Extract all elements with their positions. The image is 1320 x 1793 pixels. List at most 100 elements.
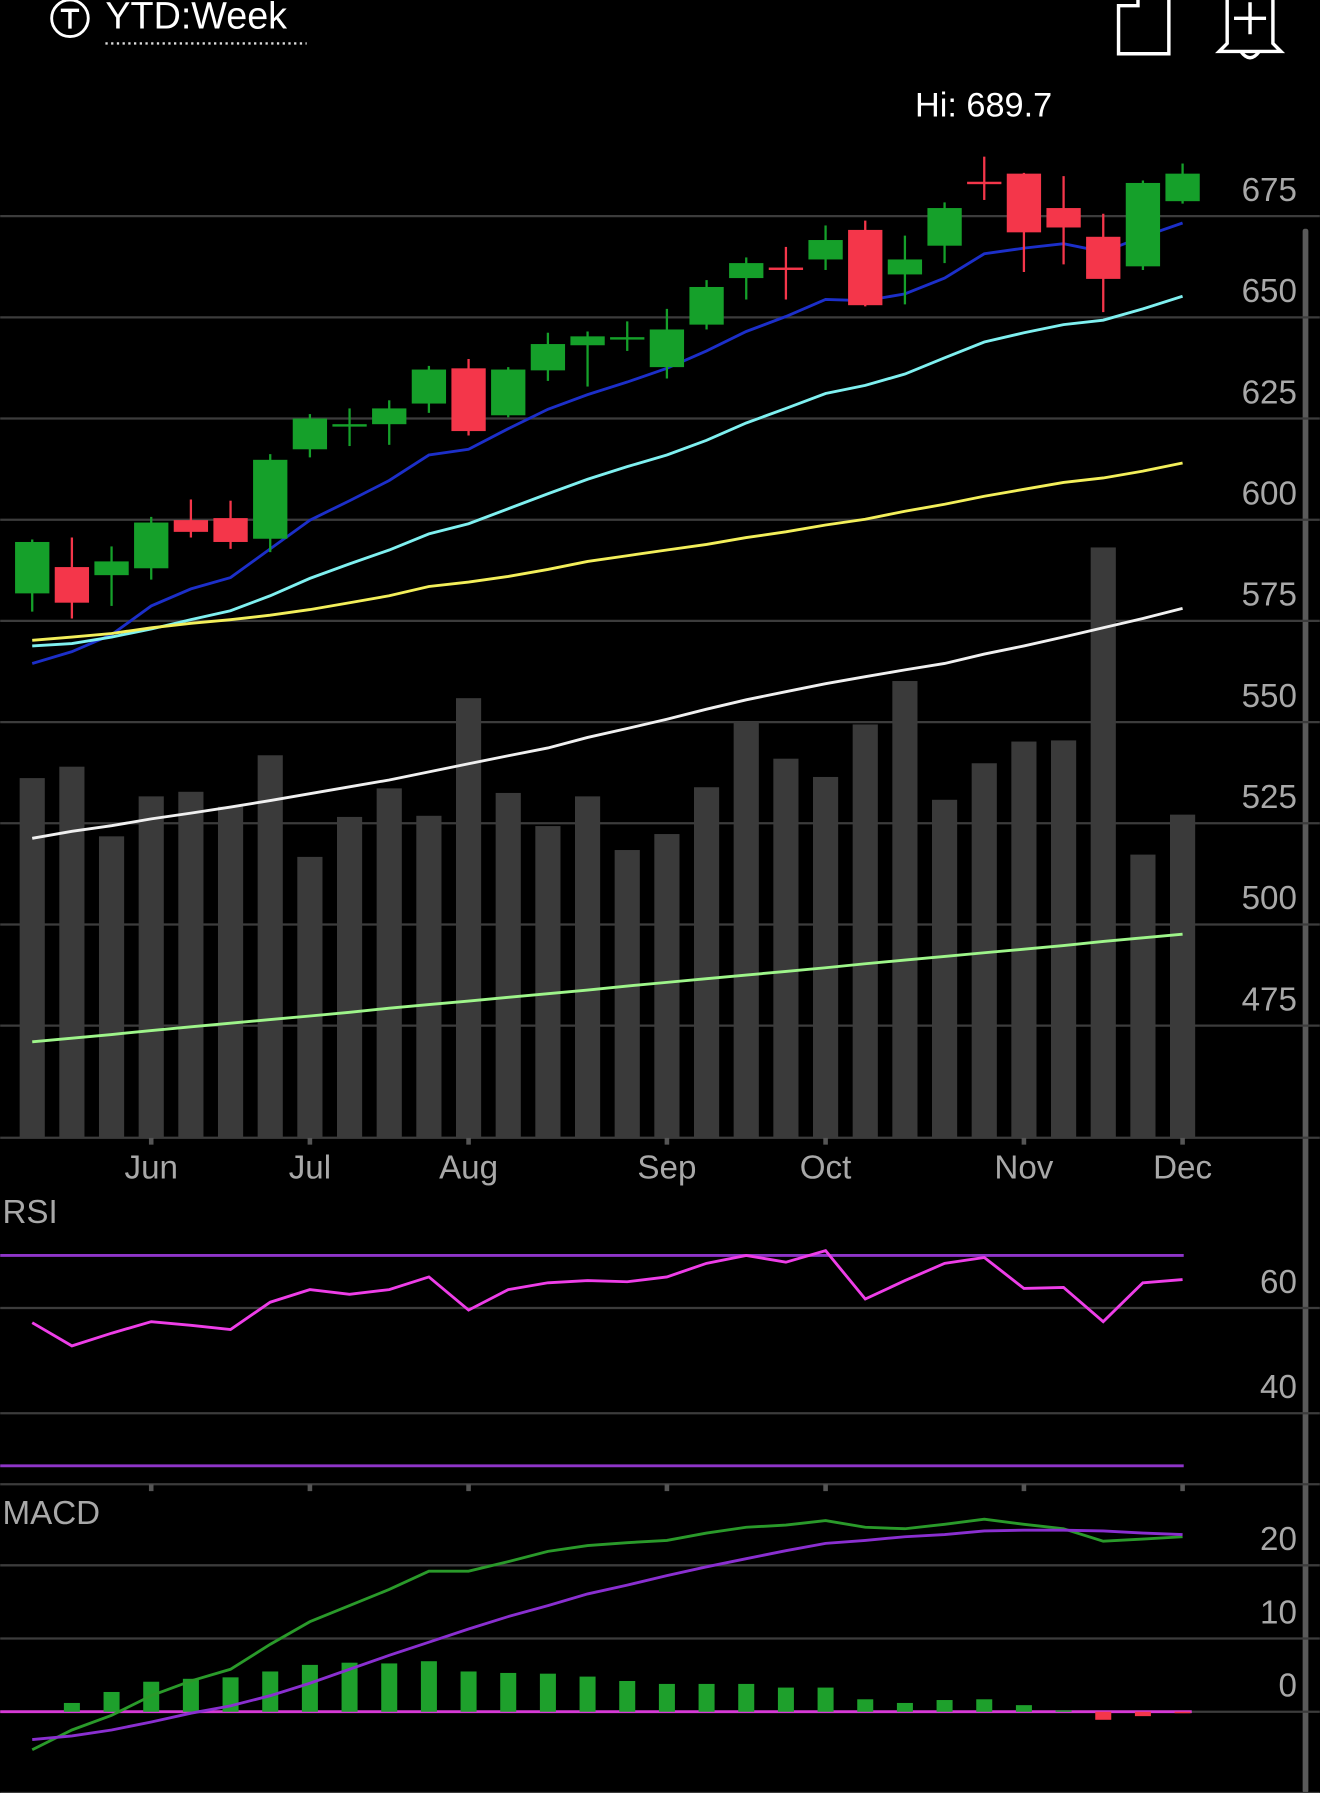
high-annotation: Hi: 689.7 bbox=[915, 87, 1052, 125]
histogram-bar bbox=[976, 1699, 993, 1712]
histogram-bar bbox=[658, 1683, 675, 1712]
candle-body bbox=[213, 518, 248, 542]
y-tick-label: 0 bbox=[1278, 1667, 1296, 1704]
plus bbox=[1234, 2, 1267, 60]
indicator-line bbox=[32, 1528, 1183, 1742]
volume-bar bbox=[574, 796, 601, 1138]
histogram-bar bbox=[341, 1662, 358, 1712]
indicator-line bbox=[31, 606, 1183, 840]
candle-body bbox=[649, 329, 685, 368]
indicator-line bbox=[32, 461, 1183, 642]
candle-body bbox=[173, 520, 209, 532]
volume-bar bbox=[19, 778, 45, 1138]
candle-body bbox=[887, 259, 923, 275]
x-tick-label: Dec bbox=[1153, 1150, 1212, 1187]
candle-body bbox=[134, 522, 169, 569]
x-tick-label: Oct bbox=[800, 1150, 852, 1187]
y-tick-label: 10 bbox=[1260, 1594, 1297, 1631]
histogram-bar bbox=[262, 1671, 279, 1712]
candle-body bbox=[729, 263, 764, 279]
histogram-bar bbox=[500, 1672, 517, 1712]
histogram-bar bbox=[777, 1687, 794, 1712]
share-button[interactable] bbox=[1116, 0, 1171, 56]
y-tick-label: 475 bbox=[1242, 981, 1297, 1018]
volume-bar bbox=[297, 856, 323, 1138]
candle-body bbox=[332, 424, 367, 427]
x-tick-label: Aug bbox=[439, 1150, 498, 1187]
volume-bar bbox=[733, 722, 759, 1138]
candle-body bbox=[530, 344, 566, 371]
scrollbar[interactable] bbox=[1302, 228, 1309, 1793]
volume-bar bbox=[217, 806, 244, 1138]
volume-bar bbox=[654, 834, 680, 1138]
indicator-line bbox=[31, 1249, 1183, 1348]
y-tick-label: 675 bbox=[1242, 172, 1297, 209]
candle-body bbox=[451, 368, 486, 432]
histogram-bar bbox=[539, 1673, 556, 1712]
x-tick-label: Sep bbox=[637, 1150, 696, 1187]
candle-body bbox=[610, 337, 645, 340]
histogram-bar bbox=[222, 1677, 239, 1712]
candle-body bbox=[1165, 173, 1200, 202]
histogram-bar bbox=[817, 1687, 834, 1712]
indicator-line bbox=[32, 932, 1183, 1044]
candle-body bbox=[768, 267, 804, 270]
volume-bar bbox=[693, 787, 720, 1138]
histogram-bar bbox=[182, 1678, 199, 1712]
panel-title: MACD bbox=[2, 1495, 100, 1532]
x-tick-label: Jul bbox=[289, 1150, 331, 1187]
volume-bar bbox=[892, 681, 918, 1138]
volume-bar bbox=[416, 815, 442, 1138]
candle-body bbox=[689, 286, 724, 325]
x-tick-label: Nov bbox=[994, 1150, 1053, 1187]
histogram-bar bbox=[619, 1680, 636, 1712]
histogram-bar bbox=[579, 1676, 596, 1712]
volume-bar bbox=[852, 724, 878, 1138]
title: YTD:Week bbox=[105, 0, 287, 36]
candle-body bbox=[967, 181, 1002, 185]
x-tick-label: Jun bbox=[124, 1150, 177, 1187]
volume-bar bbox=[138, 796, 164, 1138]
volume-bar bbox=[773, 758, 799, 1138]
y-tick-label: 550 bbox=[1242, 678, 1297, 715]
candle-body bbox=[253, 459, 288, 539]
candle-body bbox=[1006, 173, 1042, 233]
histogram-bar bbox=[1015, 1705, 1032, 1712]
volume-bar bbox=[178, 791, 204, 1138]
candle-body bbox=[372, 408, 407, 425]
candle-body bbox=[808, 240, 843, 260]
volume-bar bbox=[1011, 741, 1037, 1138]
panel-title: RSI bbox=[2, 1194, 57, 1231]
volume-bar bbox=[1051, 740, 1077, 1138]
candle-body bbox=[1086, 236, 1121, 279]
histogram-bar bbox=[896, 1702, 913, 1712]
volume-bar bbox=[455, 698, 482, 1138]
histogram-bar bbox=[381, 1663, 398, 1712]
y-tick-label: 60 bbox=[1260, 1264, 1297, 1301]
histogram-bar bbox=[1055, 1710, 1072, 1712]
histogram-bar bbox=[1095, 1711, 1112, 1720]
histogram-bar bbox=[936, 1700, 953, 1712]
candle-body bbox=[292, 418, 328, 450]
volume-bar bbox=[932, 799, 958, 1138]
y-tick-label: 575 bbox=[1242, 577, 1297, 614]
volume-bar bbox=[535, 826, 561, 1138]
volume-bar bbox=[98, 836, 125, 1138]
histogram-bar bbox=[460, 1671, 477, 1712]
y-tick-label: 20 bbox=[1260, 1521, 1297, 1558]
histogram-bar bbox=[1174, 1711, 1191, 1714]
candle-body bbox=[411, 369, 447, 404]
icon bbox=[60, 8, 80, 29]
candle-body bbox=[94, 561, 129, 576]
icon bbox=[50, 0, 90, 39]
period-selector[interactable]: YTD:Week bbox=[50, 0, 307, 45]
y-tick-label: 500 bbox=[1242, 880, 1297, 917]
y-tick-label: 600 bbox=[1242, 475, 1297, 512]
alert-button[interactable] bbox=[1215, 0, 1286, 60]
y-tick-label: 525 bbox=[1242, 779, 1297, 816]
indicator-line bbox=[31, 1517, 1183, 1752]
volume-bar bbox=[1090, 547, 1116, 1138]
histogram-bar bbox=[420, 1661, 437, 1712]
volume-bar bbox=[336, 816, 363, 1138]
